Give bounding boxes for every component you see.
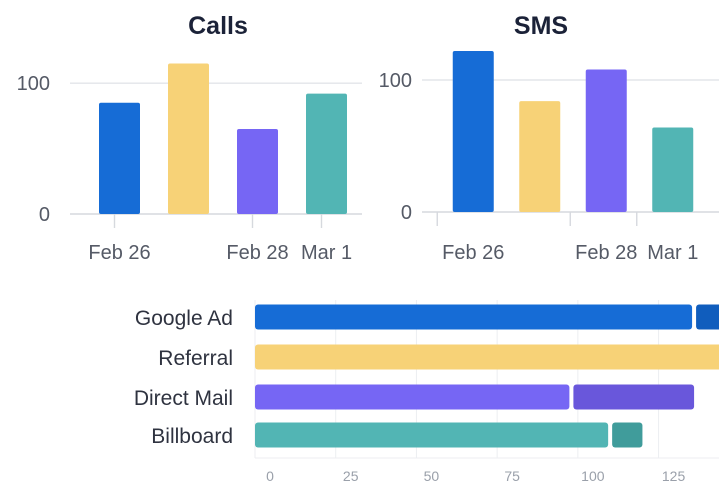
- x-tick-label: 0: [266, 468, 274, 484]
- sources-chart: 0255075100125150Google AdReferralDirect …: [134, 300, 719, 484]
- x-tick-label: Feb 26: [442, 242, 504, 264]
- calls-chart: Calls 0 100 Feb 26 Feb 28 Mar 1: [17, 12, 362, 264]
- bar: [168, 63, 209, 214]
- bar-segment: [696, 304, 719, 330]
- x-tick-label: Feb 28: [226, 242, 288, 264]
- y-tick-label: 0: [39, 204, 50, 226]
- bar: [306, 93, 347, 214]
- category-label: Referral: [158, 347, 233, 370]
- bar: [99, 102, 140, 214]
- x-tick-label: Feb 26: [88, 242, 150, 264]
- x-tick-label: 100: [581, 468, 605, 484]
- x-tick-label: Feb 28: [575, 242, 637, 264]
- x-tick-label: 75: [504, 468, 520, 484]
- bar: [452, 50, 494, 213]
- chart-title: Calls: [188, 12, 248, 40]
- y-tick-label: 100: [379, 70, 412, 92]
- x-tick-label: 25: [343, 468, 359, 484]
- bar-segment: [573, 384, 695, 410]
- chart-title: SMS: [514, 12, 568, 40]
- bar-segment: [255, 304, 693, 330]
- bar: [237, 128, 278, 214]
- x-tick-label: Mar 1: [647, 242, 698, 264]
- bar-segment: [255, 422, 609, 448]
- y-tick-label: 0: [401, 202, 412, 224]
- bar: [652, 127, 694, 212]
- bar-segment: [255, 344, 719, 370]
- bar: [519, 101, 561, 212]
- x-tick-label: 125: [662, 468, 686, 484]
- category-label: Direct Mail: [134, 387, 233, 410]
- bar-segment: [612, 422, 643, 448]
- bar-segment: [255, 384, 570, 410]
- bar: [585, 69, 627, 212]
- x-tick-label: 50: [424, 468, 440, 484]
- sms-chart: SMS 0 100 Feb 26 Feb 28 Mar 1: [379, 12, 719, 264]
- category-label: Google Ad: [135, 307, 233, 330]
- x-tick-label: Mar 1: [301, 242, 352, 264]
- y-tick-label: 100: [17, 73, 50, 95]
- category-label: Billboard: [151, 425, 233, 448]
